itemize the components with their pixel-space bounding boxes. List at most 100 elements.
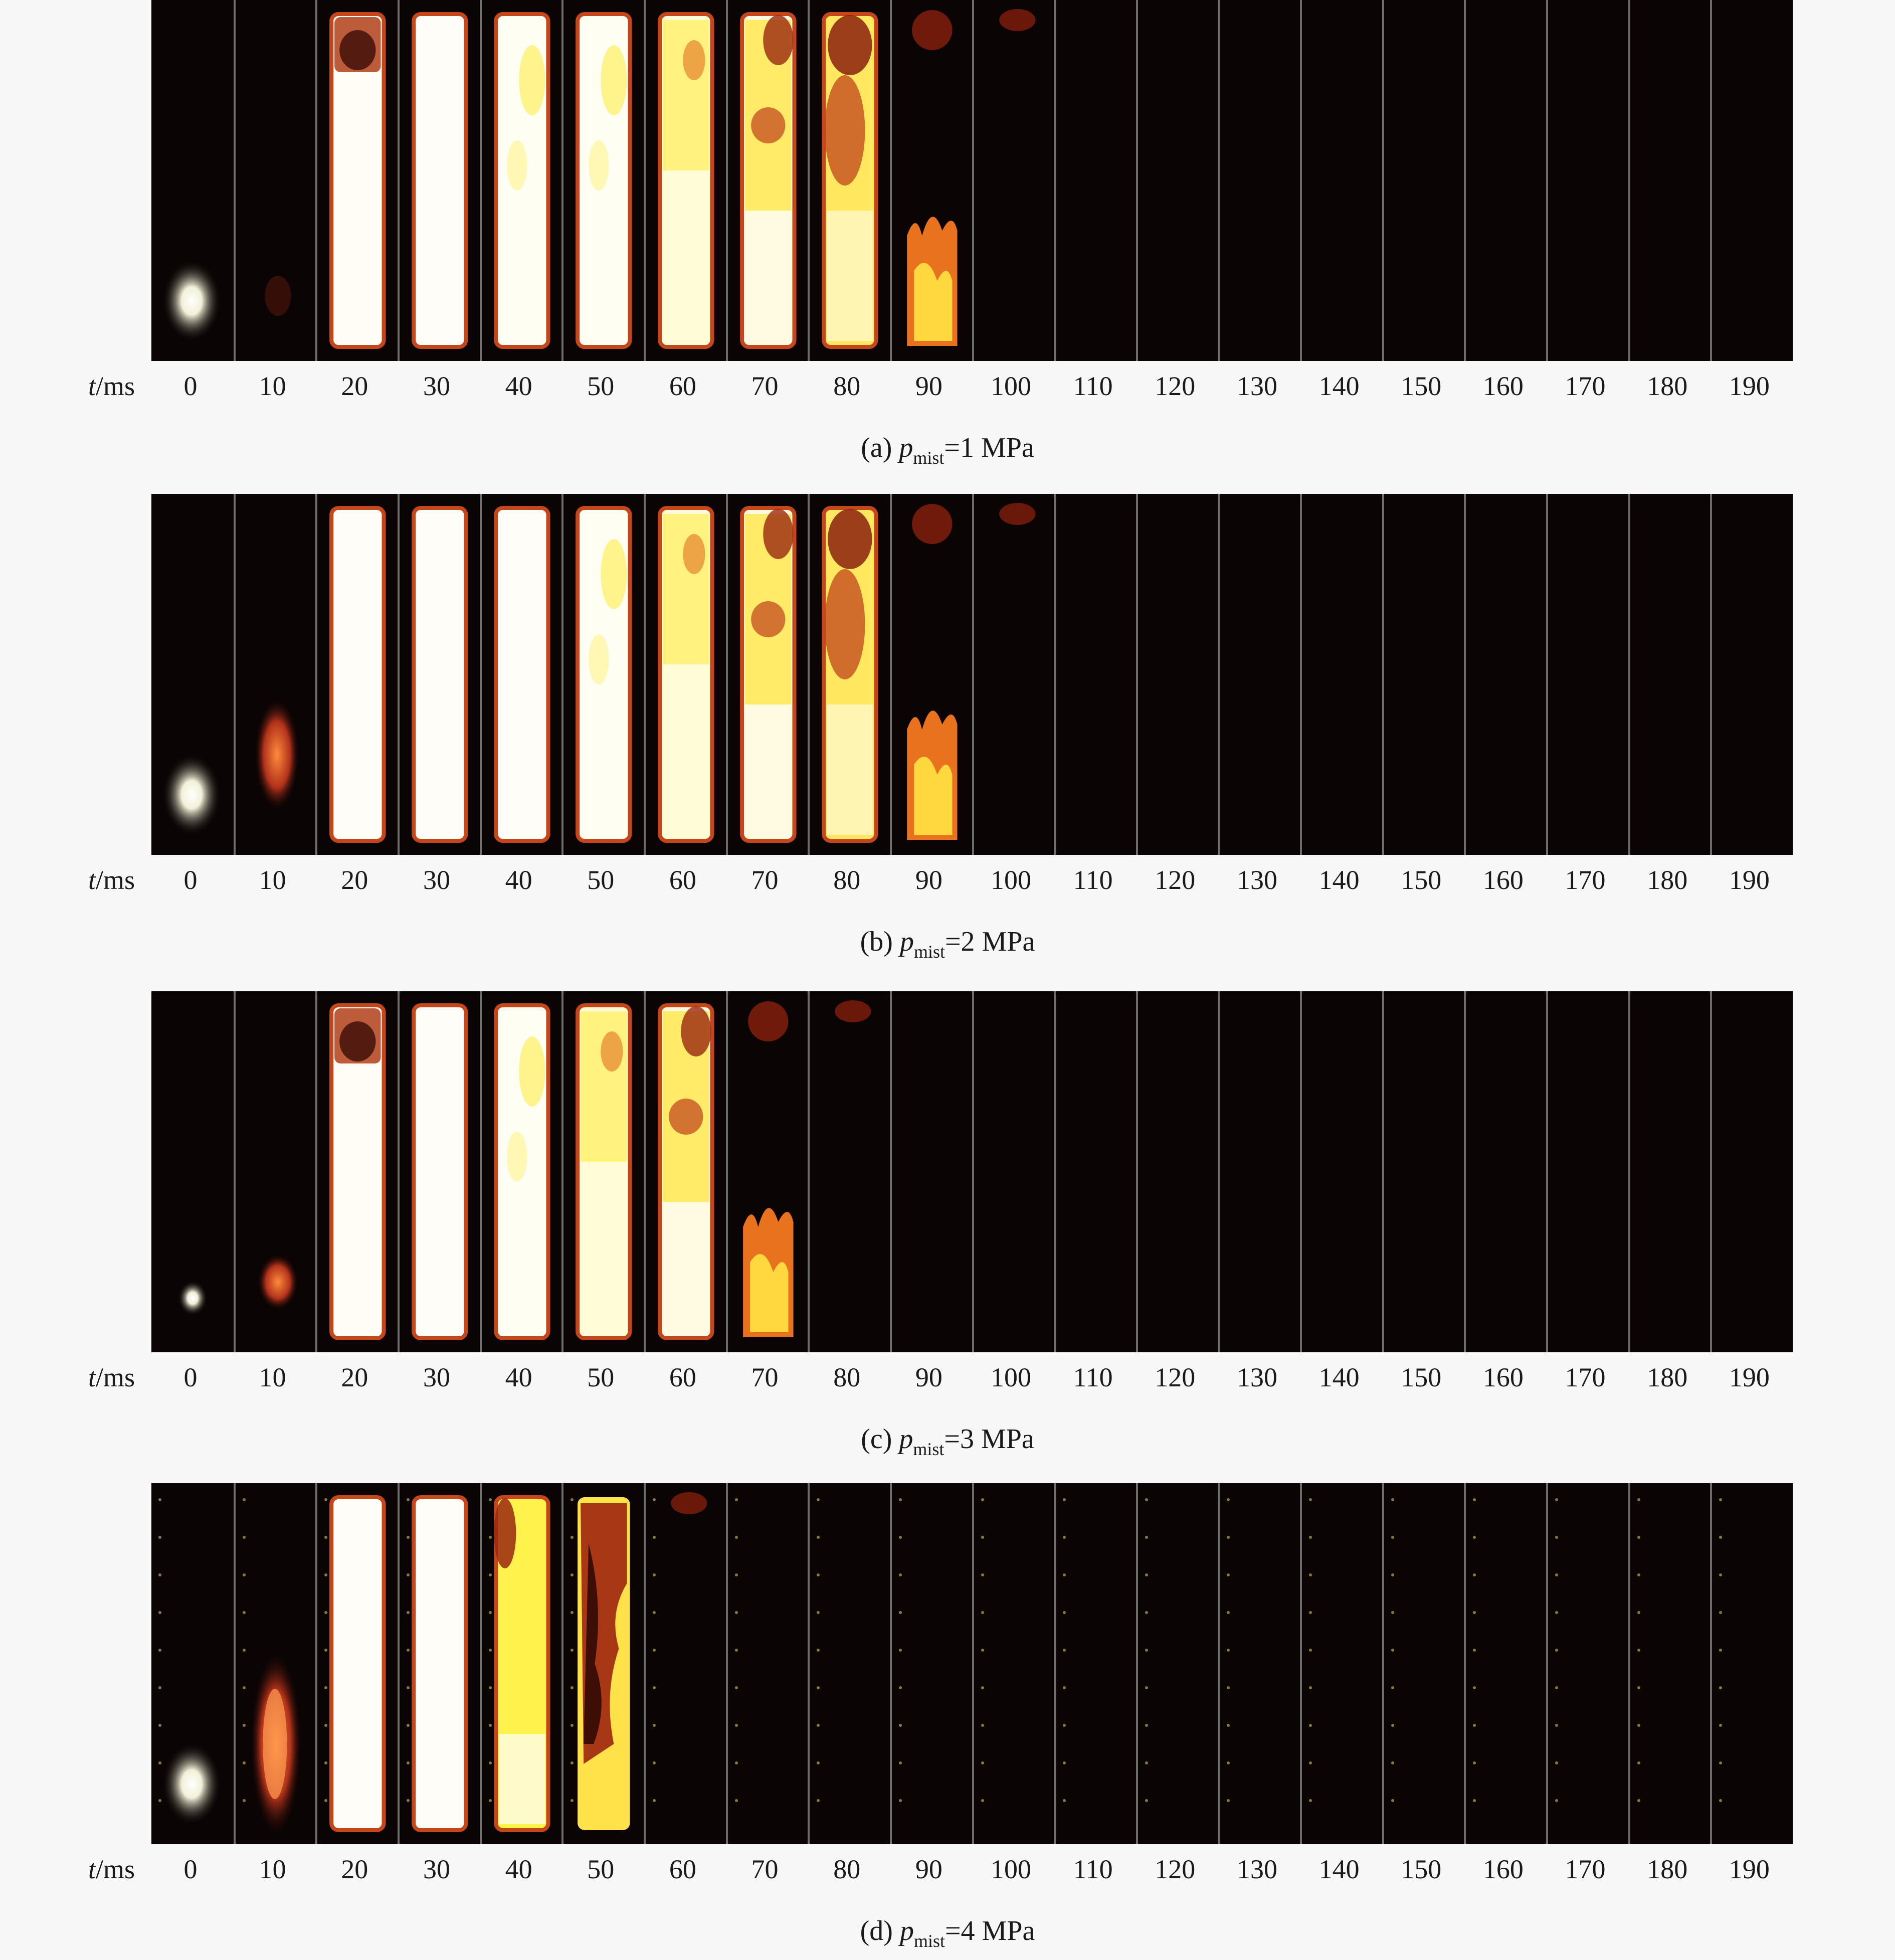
tick-label: 70 xyxy=(751,1362,779,1392)
bolt-marker xyxy=(571,1686,574,1689)
bolt-marker xyxy=(1473,1573,1476,1576)
tick-label: 120 xyxy=(1155,371,1196,401)
tick-label: 180 xyxy=(1647,1362,1688,1392)
flame-image xyxy=(1056,494,1136,855)
video-frame xyxy=(808,991,890,1352)
flame-image xyxy=(1548,991,1629,1352)
tick-label: 120 xyxy=(1155,865,1196,895)
bolt-marker xyxy=(1391,1536,1394,1539)
video-frame xyxy=(725,0,809,361)
video-frame xyxy=(479,0,562,361)
video-frame xyxy=(643,1483,726,1844)
tick-label: 80 xyxy=(833,1854,861,1884)
flame-image xyxy=(906,504,958,840)
bolt-marker xyxy=(1227,1536,1230,1539)
bolt-marker xyxy=(1063,1573,1066,1576)
flame-image xyxy=(822,506,878,843)
bolt-marker xyxy=(734,1498,738,1501)
bolt-marker xyxy=(571,1573,574,1576)
tick-label: 130 xyxy=(1236,865,1277,895)
bolt-marker xyxy=(1637,1649,1640,1652)
bolt-marker xyxy=(817,1761,820,1764)
caption-prefix: (a) xyxy=(861,432,899,463)
caption-symbol: p xyxy=(899,1423,913,1455)
bolt-marker xyxy=(1719,1761,1723,1764)
bolt-marker xyxy=(981,1799,984,1802)
bolt-marker xyxy=(158,1761,161,1764)
video-frame xyxy=(1546,0,1629,361)
video-frame xyxy=(315,1483,398,1844)
flame-image xyxy=(162,755,221,835)
flame-image xyxy=(493,1495,550,1832)
flame-image xyxy=(1056,0,1136,361)
bolt-marker xyxy=(898,1498,902,1501)
flame-image xyxy=(576,12,632,349)
video-frame xyxy=(808,1483,890,1844)
tick-label: 30 xyxy=(423,1854,450,1884)
bolt-marker xyxy=(406,1536,410,1539)
bolt-marker xyxy=(571,1799,574,1802)
tick-label: 180 xyxy=(1647,1854,1688,1884)
bolt-marker xyxy=(1637,1573,1640,1576)
panel-caption: (a) pmist=1 MPa xyxy=(0,429,1895,477)
caption-symbol: p xyxy=(899,432,913,463)
bolt-marker xyxy=(324,1536,328,1539)
flame-image xyxy=(1712,0,1793,361)
video-frame xyxy=(561,1483,644,1844)
tick-label: 130 xyxy=(1236,1362,1277,1392)
video-frame xyxy=(1710,1483,1793,1844)
bolt-marker xyxy=(898,1724,902,1727)
bolt-marker xyxy=(1145,1649,1148,1652)
bolt-marker xyxy=(1227,1686,1230,1689)
time-axis: t/ms 0 10 20 30 40 50 60 70 80 90 100 110 120 130 140 15… xyxy=(0,1852,1895,1887)
tick-label: 130 xyxy=(1236,371,1277,401)
video-frame xyxy=(1628,0,1711,361)
flame-image xyxy=(822,12,878,349)
flame-image xyxy=(1220,494,1300,855)
video-frame xyxy=(1135,0,1219,361)
bolt-marker xyxy=(981,1686,984,1689)
bolt-marker xyxy=(242,1724,246,1727)
bolt-marker xyxy=(652,1573,656,1576)
flame-image xyxy=(493,506,550,843)
video-frame xyxy=(643,991,726,1352)
bolt-marker xyxy=(898,1536,902,1539)
bolt-marker xyxy=(488,1686,492,1689)
bolt-marker xyxy=(1063,1611,1066,1614)
bolt-marker xyxy=(1555,1611,1559,1614)
bolt-marker xyxy=(1309,1724,1312,1727)
bolt-marker xyxy=(406,1649,410,1652)
axis-unit: /ms xyxy=(96,371,135,401)
bolt-marker xyxy=(242,1611,246,1614)
bolt-marker xyxy=(242,1761,246,1764)
video-frame xyxy=(315,494,398,855)
axis-label: t/ms xyxy=(88,369,135,404)
bolt-marker xyxy=(1637,1498,1640,1501)
bolt-marker xyxy=(1719,1498,1723,1501)
axis-symbol: t xyxy=(88,1362,96,1392)
tick-label: 20 xyxy=(341,1362,368,1392)
frame-strip xyxy=(151,1483,1793,1844)
flame-image xyxy=(264,276,291,316)
tick-label: 160 xyxy=(1482,1854,1524,1884)
bolt-marker xyxy=(1719,1799,1723,1802)
flame-image xyxy=(1302,991,1383,1352)
bolt-marker xyxy=(488,1724,492,1727)
bolt-marker xyxy=(1555,1761,1559,1764)
bolt-marker xyxy=(981,1724,984,1727)
bolt-marker xyxy=(324,1686,328,1689)
flame-image xyxy=(329,1495,386,1832)
bolt-marker xyxy=(488,1573,492,1576)
video-frame xyxy=(1382,494,1465,855)
flame-image xyxy=(892,1483,973,1844)
video-frame xyxy=(972,1483,1055,1844)
video-frame xyxy=(1382,0,1465,361)
panel-caption: (d) pmist=4 MPa xyxy=(0,1912,1895,1960)
tick-label: 180 xyxy=(1647,371,1688,401)
video-frame xyxy=(233,991,316,1352)
axis-unit: /ms xyxy=(96,1854,135,1884)
bolt-marker xyxy=(652,1686,656,1689)
flame-image xyxy=(671,1492,707,1514)
bolt-marker xyxy=(817,1498,820,1501)
bolt-marker xyxy=(817,1536,820,1539)
